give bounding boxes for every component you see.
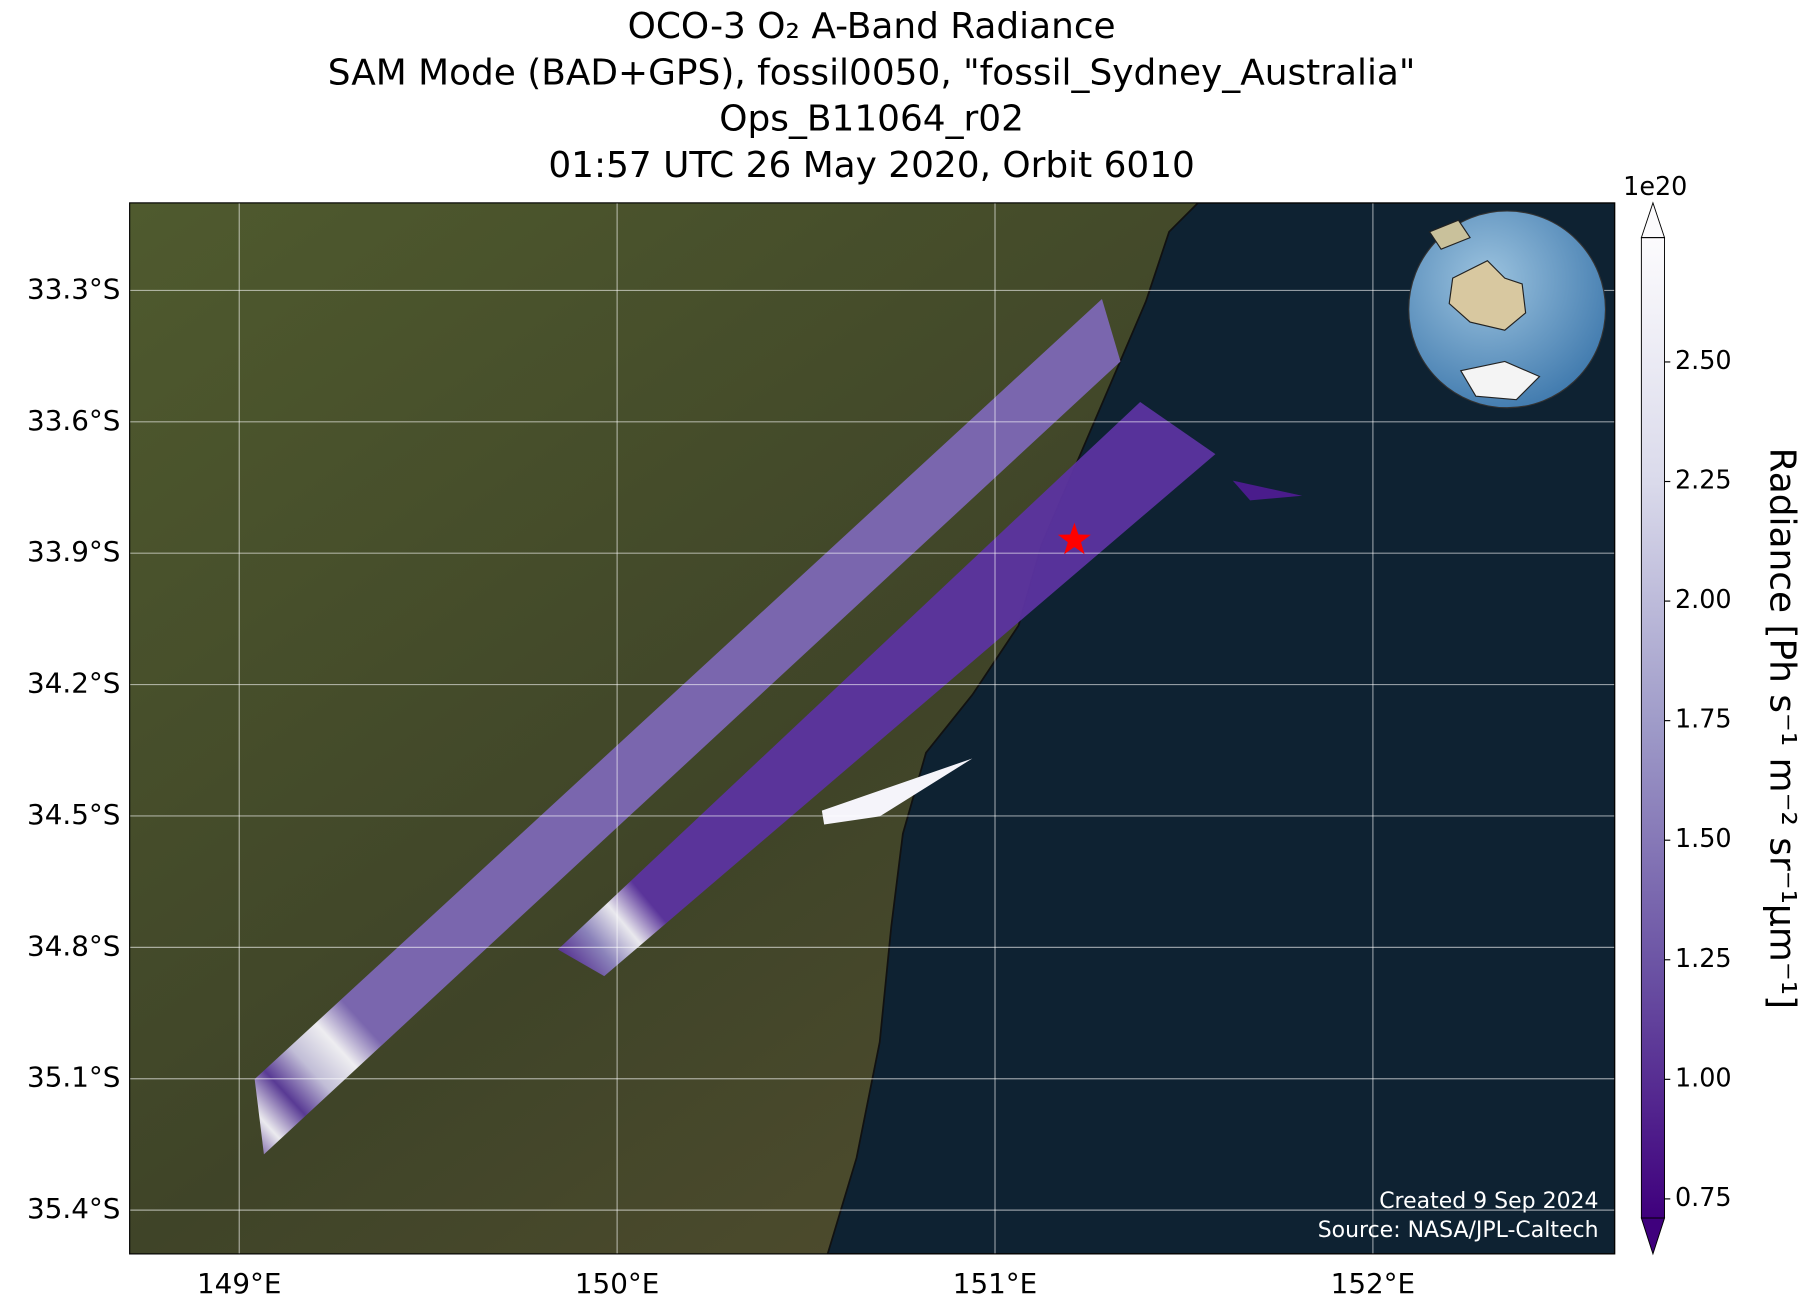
target-star <box>1057 522 1091 555</box>
continent <box>1428 219 1471 250</box>
y-tick-label: 34.5°S <box>27 798 120 831</box>
colorbar-tick-label: 1.75 <box>1675 705 1732 735</box>
colorbar-body <box>1641 237 1665 1219</box>
credits: Created 9 Sep 2024 Source: NASA/JPL-Calte… <box>1318 1189 1599 1243</box>
colorbar-tick-label: 0.75 <box>1675 1183 1732 1213</box>
map-frame <box>129 202 1616 1255</box>
swath <box>1232 480 1303 501</box>
x-tick-label: 149°E <box>197 1267 281 1300</box>
y-tick-label: 33.3°S <box>27 272 120 305</box>
colorbar-offset: 1e20 <box>1623 172 1687 202</box>
colorbar-tick-label: 2.50 <box>1675 346 1732 376</box>
continent <box>1448 260 1527 331</box>
colorbar-extend-top <box>1640 201 1666 239</box>
title-line: OCO-3 O₂ A-Band Radiance <box>628 6 1116 47</box>
colorbar-tick-label: 2.00 <box>1675 585 1732 615</box>
y-tick-label: 35.1°S <box>27 1061 120 1094</box>
y-tick-label: 33.6°S <box>27 404 120 437</box>
y-tick-label: 33.9°S <box>27 535 120 568</box>
y-tick-label: 34.2°S <box>27 667 120 700</box>
globe-inset <box>1408 210 1607 409</box>
colorbar-tick-label: 1.25 <box>1675 944 1732 974</box>
marks <box>1057 522 1091 555</box>
colorbar-tick-label: 1.50 <box>1675 824 1732 854</box>
x-tick-label: 152°E <box>1331 1267 1415 1300</box>
y-tick-label: 35.4°S <box>27 1192 120 1225</box>
ocean <box>826 202 1615 1254</box>
map <box>129 202 1615 1254</box>
title-line: SAM Mode (BAD+GPS), fossil0050, "fossil_… <box>328 52 1416 93</box>
colorbar-tick-label: 2.25 <box>1675 466 1732 496</box>
swath <box>821 758 973 825</box>
colorbar-extend-bottom <box>1640 1217 1666 1256</box>
swath <box>254 298 1121 1155</box>
colorbar: 0.75 1.00 1.25 1.50 1.75 2.00 2.25 2.50 1e20 Radi… <box>1623 172 1802 1256</box>
credit: Source: NASA/JPL-Caltech <box>1318 1218 1599 1243</box>
x-tick-label: 150°E <box>575 1267 659 1300</box>
colorbar-frame <box>1640 237 1665 1219</box>
y-tick-label: 34.8°S <box>27 929 120 962</box>
colorbar-tick-label: 1.00 <box>1675 1063 1732 1093</box>
x-tick-label: 151°E <box>953 1267 1037 1300</box>
continent <box>1459 360 1541 401</box>
grid <box>129 202 1615 1254</box>
title-line: Ops_B11064_r02 <box>719 99 1024 140</box>
colorbar-label: Radiance [Ph s⁻¹ m⁻² sr⁻¹μm⁻¹] <box>1761 448 1802 1009</box>
swath <box>557 401 1216 977</box>
credit: Created 9 Sep 2024 <box>1379 1189 1598 1214</box>
title-line: 01:57 UTC 26 May 2020, Orbit 6010 <box>548 145 1195 186</box>
title: OCO-3 O₂ A-Band Radiance SAM Mode (BAD+GP… <box>328 6 1416 186</box>
